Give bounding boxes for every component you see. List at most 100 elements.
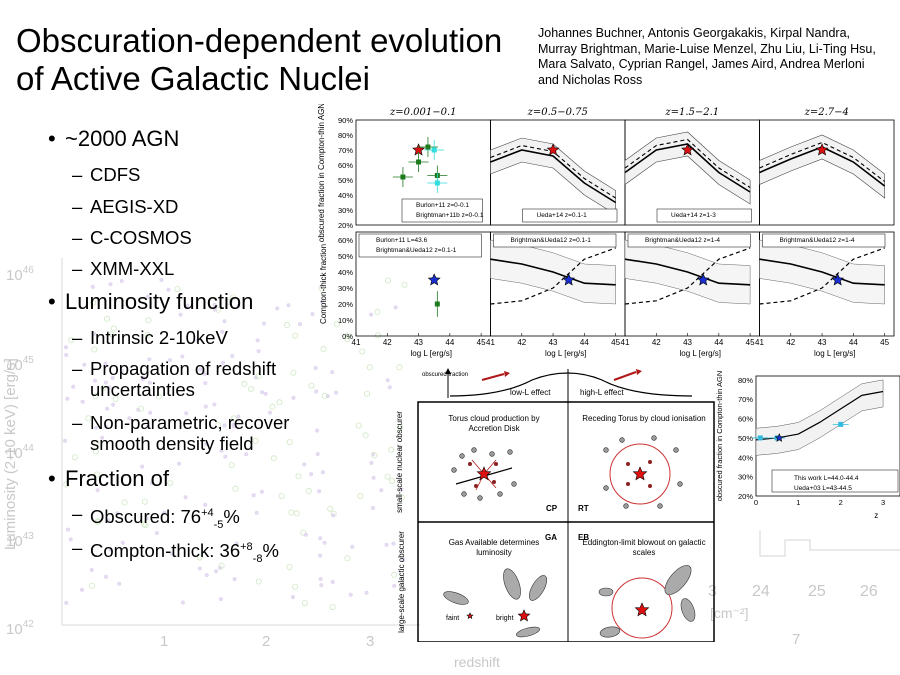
bullet-intrinsic: Intrinsic 2-10keV <box>72 327 322 348</box>
z-point <box>757 435 763 441</box>
bg-point <box>149 480 154 485</box>
bg-point <box>295 473 302 480</box>
panel-title: z=1.5−2.1 <box>664 107 719 118</box>
bullet-nonparam: Non-parametric, recover smooth density f… <box>72 412 322 454</box>
row1-label: small-scale nuclear obscurer <box>395 411 404 513</box>
fraction-curve-dashed <box>624 138 751 188</box>
bg-point <box>384 473 391 480</box>
bg-point <box>269 403 276 410</box>
bottom-ytick: 20% <box>338 300 353 309</box>
bg-point <box>348 592 353 597</box>
background-histogram: 3 24 25 26 [cm⁻²] 7 <box>708 530 900 648</box>
bg-point <box>223 454 228 459</box>
bullet-xmmxxl: XMM-XXL <box>72 258 322 279</box>
bg-right-tick-24: 24 <box>752 583 770 600</box>
bg-point <box>355 422 362 429</box>
bg-point <box>396 364 403 371</box>
xtick-label: 45 <box>880 338 889 347</box>
bg-point <box>366 364 373 371</box>
ga-illustration: faint bright <box>443 568 548 638</box>
ct-curve-dashed <box>624 247 751 305</box>
bg-point <box>320 345 327 352</box>
bg-point <box>94 471 101 478</box>
top-ytick: 50% <box>338 176 353 185</box>
blue-star-marker <box>831 273 845 286</box>
bg-right-tick-3: 3 <box>708 583 717 600</box>
blue-star-marker <box>562 273 576 286</box>
bg-point <box>229 294 236 301</box>
bg-point <box>117 581 122 586</box>
bg-point <box>145 317 152 324</box>
bottom-legend-entry: Burlon+11 L=43.6 <box>376 237 428 244</box>
bg-point <box>89 582 96 589</box>
bg-point <box>320 470 325 475</box>
xtick-label: 43 <box>818 338 827 347</box>
bottom-ytick: 50% <box>338 252 353 261</box>
bg-point <box>318 285 325 292</box>
blue-star-marker <box>696 273 710 286</box>
ytick-45: 1045 <box>6 355 34 374</box>
bg-point <box>318 577 323 582</box>
bg-point <box>111 402 116 407</box>
bottom-legend-entry: Brightman&Ueda12 z=0.1-1 <box>376 247 457 254</box>
bg-point <box>212 307 217 312</box>
bullet-compton-thick: Compton-thick: 36+8-8% <box>72 537 322 570</box>
cell-cp-title: Torus cloud production by Accretion Disk <box>448 414 540 433</box>
bg-point <box>232 485 239 492</box>
bg-point <box>320 300 325 305</box>
bg-point <box>321 392 328 399</box>
bullet-propagation: Propagation of redshift uncertainties <box>72 358 322 400</box>
bg-point <box>103 574 108 579</box>
bg-point <box>275 306 280 311</box>
ytick-46: 1046 <box>6 265 34 284</box>
ga-bright-star <box>517 609 531 622</box>
z-ylabel: obscured fraction in Compton-thin AGN <box>715 371 724 501</box>
bg-point <box>236 303 241 308</box>
bg-point <box>255 578 262 585</box>
bg-right-z7: 7 <box>792 631 800 648</box>
bottom-legend-box <box>493 233 617 248</box>
top-ylabel: obscured fraction in Compton-thin AGN <box>317 104 326 242</box>
bg-point <box>178 312 183 317</box>
top-ytick: 80% <box>338 131 353 140</box>
bg-point <box>259 489 264 494</box>
xtick-2: 2 <box>262 633 270 650</box>
bottom-panel-frame <box>759 231 895 337</box>
bg-point <box>397 424 404 431</box>
xaxis-label: log L [erg/s] <box>814 349 856 358</box>
bg-point <box>183 495 188 500</box>
bottom-legend-entry: Brightman&Ueda12 z=1-4 <box>780 237 855 244</box>
bg-point <box>64 353 69 358</box>
bottom-ytick: 10% <box>338 316 353 325</box>
bg-point <box>292 583 299 590</box>
xtick-label: 44 <box>580 338 589 347</box>
bg-point <box>309 472 314 477</box>
xaxis-label: log L [erg/s] <box>679 349 721 358</box>
ct-curve <box>624 258 751 286</box>
bottom-legend-entry: Brightman&Ueda12 z=0.1-1 <box>511 237 592 244</box>
xtick-3: 3 <box>366 633 374 650</box>
bg-point <box>218 597 223 602</box>
bg-point <box>310 312 315 317</box>
bg-point <box>80 399 85 404</box>
bg-right-tick-26: 26 <box>860 583 878 600</box>
diagram-low-l: low-L effect <box>510 388 551 397</box>
bg-point <box>185 303 190 308</box>
bg-point <box>204 573 209 578</box>
diagram-high-l: high-L effect <box>580 388 624 397</box>
slide-title: Obscuration-dependent evolution of Activ… <box>16 22 503 97</box>
bg-point <box>371 452 378 459</box>
bg-point <box>387 385 392 390</box>
z-legend-entry: This work L=44.0-44.4 <box>794 475 859 482</box>
z-ytick: 60% <box>738 415 753 424</box>
z-ytick: 80% <box>738 376 753 385</box>
bg-redshift-label: redshift <box>454 654 500 670</box>
bg-right-unit: [cm⁻²] <box>710 605 749 621</box>
xtick-label: 44 <box>849 338 858 347</box>
panel-title: z=0.5−0.75 <box>527 107 588 118</box>
bg-point <box>251 493 256 498</box>
top-ytick: 40% <box>338 191 353 200</box>
bright-label: bright <box>496 615 514 622</box>
xtick-label: 42 <box>517 338 526 347</box>
bg-point <box>371 475 376 480</box>
